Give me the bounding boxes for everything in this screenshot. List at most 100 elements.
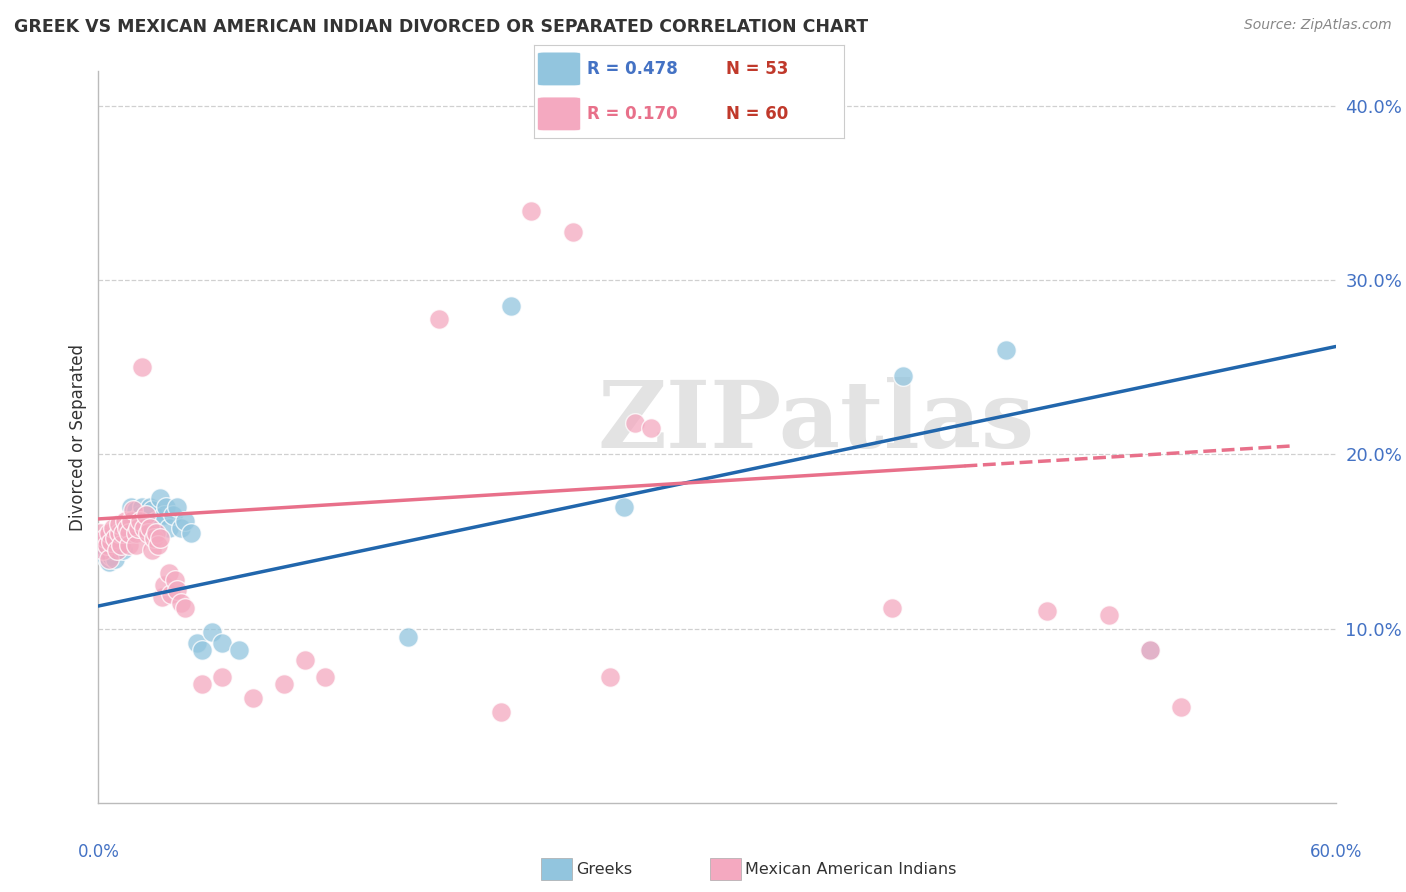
Point bbox=[180, 525, 202, 540]
Point bbox=[141, 543, 163, 558]
Point bbox=[427, 311, 450, 326]
Point bbox=[120, 500, 142, 514]
Y-axis label: Divorced or Separated: Divorced or Separated bbox=[69, 343, 87, 531]
Point bbox=[120, 525, 142, 540]
Point bbox=[108, 538, 131, 552]
Point bbox=[127, 521, 149, 535]
Point bbox=[91, 543, 114, 558]
Point bbox=[157, 521, 180, 535]
Point bbox=[124, 525, 146, 540]
FancyBboxPatch shape bbox=[537, 97, 581, 131]
Point bbox=[100, 538, 122, 552]
Point bbox=[132, 521, 155, 535]
Point bbox=[93, 543, 115, 558]
Text: GREEK VS MEXICAN AMERICAN INDIAN DIVORCED OR SEPARATED CORRELATION CHART: GREEK VS MEXICAN AMERICAN INDIAN DIVORCE… bbox=[14, 18, 868, 36]
Text: Mexican American Indians: Mexican American Indians bbox=[745, 863, 956, 877]
Point bbox=[242, 691, 264, 706]
Text: Source: ZipAtlas.com: Source: ZipAtlas.com bbox=[1244, 18, 1392, 32]
Text: Greeks: Greeks bbox=[576, 863, 633, 877]
Point bbox=[882, 600, 904, 615]
Point bbox=[97, 525, 120, 540]
Point bbox=[108, 525, 131, 540]
Point bbox=[1036, 604, 1059, 618]
Point bbox=[1098, 607, 1121, 622]
Point bbox=[599, 670, 621, 684]
Point bbox=[153, 578, 176, 592]
Point bbox=[162, 508, 184, 523]
Point bbox=[118, 538, 141, 552]
Point bbox=[96, 538, 118, 552]
Point bbox=[623, 416, 645, 430]
Point bbox=[149, 491, 172, 505]
Text: N = 60: N = 60 bbox=[725, 105, 789, 123]
Point bbox=[97, 556, 120, 570]
Point bbox=[143, 531, 166, 545]
Point bbox=[96, 552, 118, 566]
Point bbox=[96, 538, 118, 552]
Point bbox=[166, 500, 188, 514]
Point bbox=[118, 525, 141, 540]
Point bbox=[166, 583, 188, 598]
Point bbox=[89, 538, 111, 552]
Point bbox=[228, 642, 250, 657]
Point bbox=[91, 534, 114, 549]
Point bbox=[174, 514, 197, 528]
Point bbox=[201, 625, 224, 640]
Point bbox=[100, 534, 122, 549]
Point bbox=[114, 514, 136, 528]
Point bbox=[101, 534, 124, 549]
Point bbox=[170, 521, 193, 535]
Point bbox=[112, 543, 135, 558]
Point bbox=[891, 369, 914, 384]
Point bbox=[135, 508, 157, 523]
Point bbox=[1139, 642, 1161, 657]
Text: ZIPatlas: ZIPatlas bbox=[598, 377, 1035, 467]
Point bbox=[108, 517, 131, 532]
Point bbox=[499, 300, 522, 314]
Point bbox=[155, 500, 177, 514]
Point bbox=[127, 521, 149, 535]
Text: 60.0%: 60.0% bbox=[1309, 843, 1362, 861]
Point bbox=[117, 521, 139, 535]
Point bbox=[110, 534, 132, 549]
Point bbox=[159, 587, 181, 601]
Point bbox=[101, 521, 124, 535]
Point bbox=[273, 677, 295, 691]
Point bbox=[145, 514, 167, 528]
Point bbox=[170, 595, 193, 609]
Point bbox=[128, 514, 150, 528]
Point bbox=[120, 514, 142, 528]
Point bbox=[100, 549, 122, 563]
Text: N = 53: N = 53 bbox=[725, 60, 789, 78]
Point bbox=[122, 503, 145, 517]
Text: 0.0%: 0.0% bbox=[77, 843, 120, 861]
Point bbox=[561, 225, 583, 239]
Point bbox=[124, 538, 146, 552]
Point bbox=[174, 600, 197, 615]
Point bbox=[104, 552, 127, 566]
Point bbox=[1170, 700, 1192, 714]
Point bbox=[112, 525, 135, 540]
Point bbox=[104, 525, 127, 540]
Point bbox=[396, 631, 419, 645]
Point bbox=[139, 500, 162, 514]
Point bbox=[163, 573, 186, 587]
Point bbox=[132, 521, 155, 535]
Point bbox=[93, 531, 115, 545]
Point bbox=[186, 635, 208, 649]
Point bbox=[211, 670, 233, 684]
Point bbox=[314, 670, 336, 684]
Point bbox=[640, 421, 662, 435]
Point bbox=[105, 543, 128, 558]
Point bbox=[136, 525, 159, 540]
Point bbox=[157, 566, 180, 580]
Point bbox=[145, 525, 167, 540]
Point bbox=[135, 508, 157, 523]
Point bbox=[118, 517, 141, 532]
Point bbox=[131, 360, 153, 375]
Point bbox=[1139, 642, 1161, 657]
Point bbox=[520, 203, 543, 218]
Text: R = 0.170: R = 0.170 bbox=[586, 105, 678, 123]
Point bbox=[139, 521, 162, 535]
Point bbox=[149, 531, 172, 545]
